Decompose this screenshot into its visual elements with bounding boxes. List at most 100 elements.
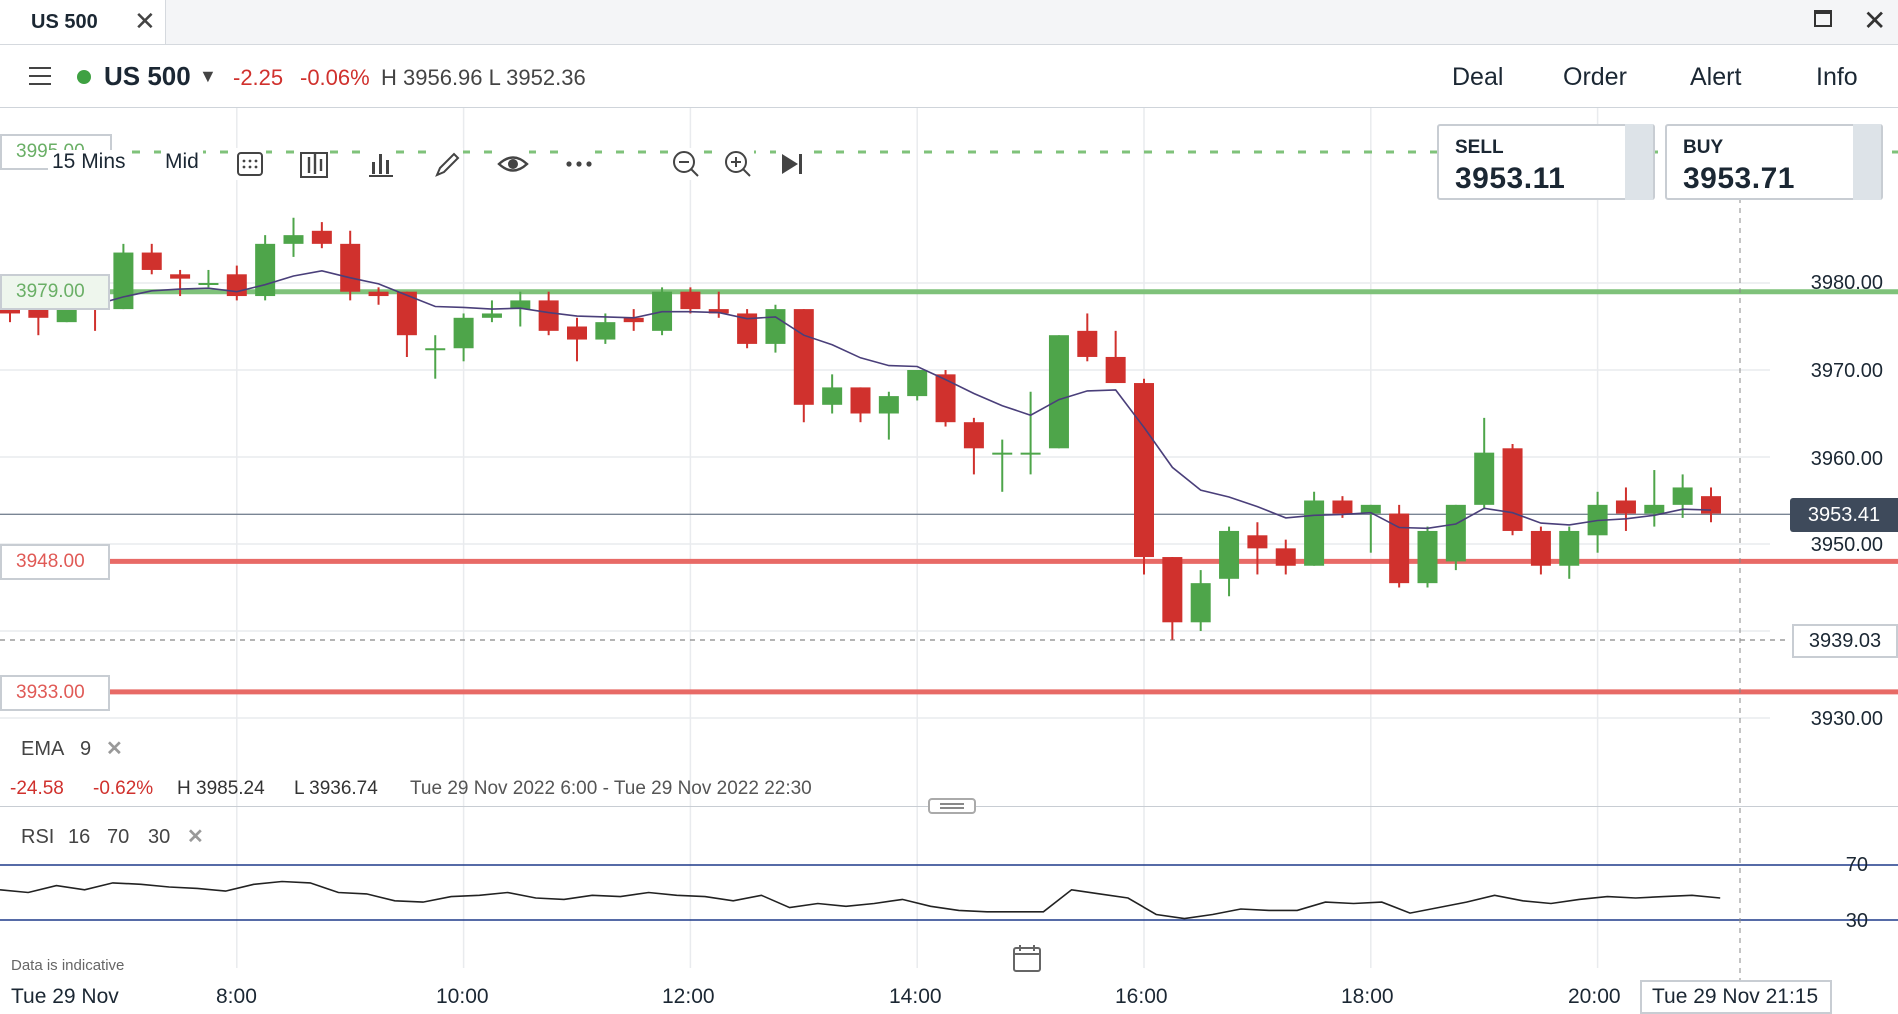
zoom-in-icon[interactable]	[722, 148, 754, 180]
candle-body	[1360, 504, 1381, 514]
zoom-out-icon[interactable]	[670, 148, 702, 180]
time-axis-label: 20:00	[1568, 985, 1621, 1008]
price-axis-label: 3980.00	[1810, 272, 1883, 294]
tab-us500[interactable]: US 500 ✕	[0, 0, 166, 44]
rsi-period[interactable]: 16	[68, 826, 91, 848]
candle-body	[453, 317, 474, 349]
level-label-red-1[interactable]: 3948.00	[0, 544, 110, 580]
market-header: US 500 ▼ -2.25 -0.06% H 3956.96 L 3952.3…	[0, 45, 1898, 108]
candle-body	[1701, 496, 1721, 514]
price-change: -2.25	[233, 65, 284, 90]
chevron-down-icon[interactable]: ▼	[199, 66, 217, 86]
candle-body	[992, 452, 1013, 455]
candle-body	[623, 317, 644, 323]
price-axis-label: 3950.00	[1810, 534, 1883, 556]
candle-body	[311, 230, 332, 244]
price-change-percent: -0.06%	[300, 65, 370, 90]
sell-ticket[interactable]: SELL 3953.11	[1437, 124, 1655, 200]
candle-body	[680, 291, 701, 310]
candle-body	[1134, 383, 1154, 558]
pane-resize-handle[interactable]	[928, 798, 976, 814]
jump-to-latest-icon[interactable]	[776, 148, 808, 180]
candle-body	[1077, 330, 1098, 357]
candle-body	[1417, 530, 1438, 584]
candle-body	[113, 252, 134, 310]
tab-bar: US 500 ✕ ✕	[0, 0, 1898, 45]
time-axis-label: 14:00	[889, 985, 942, 1008]
indicators-icon[interactable]	[364, 148, 396, 180]
candle-body	[1672, 487, 1693, 505]
rsi-label: RSI	[21, 826, 55, 848]
buy-label: BUY	[1683, 137, 1724, 158]
candle-body	[425, 348, 446, 351]
buy-ticket-handle	[1853, 124, 1881, 200]
candle-body	[1275, 548, 1296, 566]
candle-body	[1332, 500, 1353, 514]
rsi-line	[0, 880, 1721, 920]
candle-body	[822, 387, 843, 405]
tab-close-icon[interactable]: ✕	[134, 6, 156, 36]
interval-select[interactable]: 15 Mins	[48, 150, 130, 174]
candle-body	[1219, 530, 1240, 579]
level-label-green[interactable]: 3979.00	[0, 274, 110, 310]
candle-body	[1162, 557, 1183, 623]
candle-body	[28, 309, 49, 318]
view-icon[interactable]	[497, 148, 529, 180]
cursor-price-tag: 3939.03	[1792, 624, 1898, 658]
candle-body	[141, 252, 162, 270]
candle-body	[765, 309, 786, 344]
candle-body	[907, 370, 928, 397]
calendar-icon[interactable]	[1011, 942, 1043, 974]
info-button[interactable]: Info	[1816, 63, 1858, 91]
menu-icon[interactable]	[29, 67, 51, 91]
summary-change-percent: -0.62%	[93, 778, 154, 799]
time-axis-label: Tue 29 Nov	[11, 985, 119, 1008]
ema-period[interactable]: 9	[80, 738, 92, 760]
market-open-icon	[77, 70, 91, 84]
ema-remove-icon[interactable]: ✕	[106, 738, 123, 760]
candle-body	[1247, 535, 1268, 549]
rsi-remove-icon[interactable]: ✕	[187, 826, 204, 848]
order-button[interactable]: Order	[1563, 63, 1627, 91]
buy-ticket[interactable]: BUY 3953.71	[1665, 124, 1883, 200]
candle-body	[737, 313, 758, 344]
candle-body	[595, 322, 616, 340]
candle-body	[198, 283, 219, 285]
tab-title: US 500	[31, 11, 98, 33]
candle-body	[567, 326, 587, 340]
ema-line	[9, 269, 1712, 530]
rsi-lower[interactable]: 30	[148, 826, 171, 848]
ema-label: EMA	[21, 738, 65, 760]
alert-button[interactable]: Alert	[1690, 63, 1742, 91]
candle-body	[510, 300, 531, 310]
candle-body	[1190, 583, 1211, 623]
window-close-icon[interactable]: ✕	[1863, 5, 1887, 36]
chart-type-icon[interactable]	[298, 148, 330, 180]
rsi-upper[interactable]: 70	[107, 826, 130, 848]
candle-body	[793, 309, 814, 405]
price-type-select[interactable]: Mid	[161, 150, 203, 174]
price-chart[interactable]	[0, 108, 1898, 1014]
level-value: 3948.00	[16, 551, 85, 572]
deal-button[interactable]: Deal	[1452, 63, 1504, 91]
candle-body	[283, 235, 304, 244]
price-axis-label: 3960.00	[1810, 448, 1883, 470]
candle-body	[1559, 530, 1580, 566]
candle-body	[1474, 452, 1495, 505]
level-label-red-2[interactable]: 3933.00	[0, 675, 110, 711]
candle-body	[1615, 500, 1636, 514]
draw-icon[interactable]	[431, 148, 463, 180]
more-icon[interactable]	[563, 148, 595, 180]
candle-body	[1020, 452, 1041, 455]
candle-body	[226, 274, 247, 297]
calendar-grid-icon[interactable]	[234, 148, 266, 180]
market-name[interactable]: US 500	[104, 61, 191, 91]
time-axis-label: 10:00	[436, 985, 489, 1008]
candle-body	[396, 291, 417, 336]
summary-change: -24.58	[10, 778, 64, 799]
level-value: 3933.00	[16, 682, 85, 703]
maximize-icon[interactable]	[1814, 10, 1832, 27]
time-cursor-tag: Tue 29 Nov 21:15	[1640, 980, 1832, 1014]
time-axis-label: 16:00	[1115, 985, 1168, 1008]
rsi-axis-label: 70	[1845, 854, 1868, 876]
